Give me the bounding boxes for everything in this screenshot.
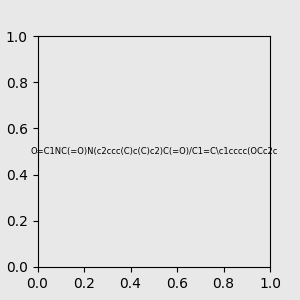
Text: O=C1NC(=O)N(c2ccc(C)c(C)c2)C(=O)/C1=C\c1cccc(OCc2c: O=C1NC(=O)N(c2ccc(C)c(C)c2)C(=O)/C1=C\c1…: [30, 147, 278, 156]
